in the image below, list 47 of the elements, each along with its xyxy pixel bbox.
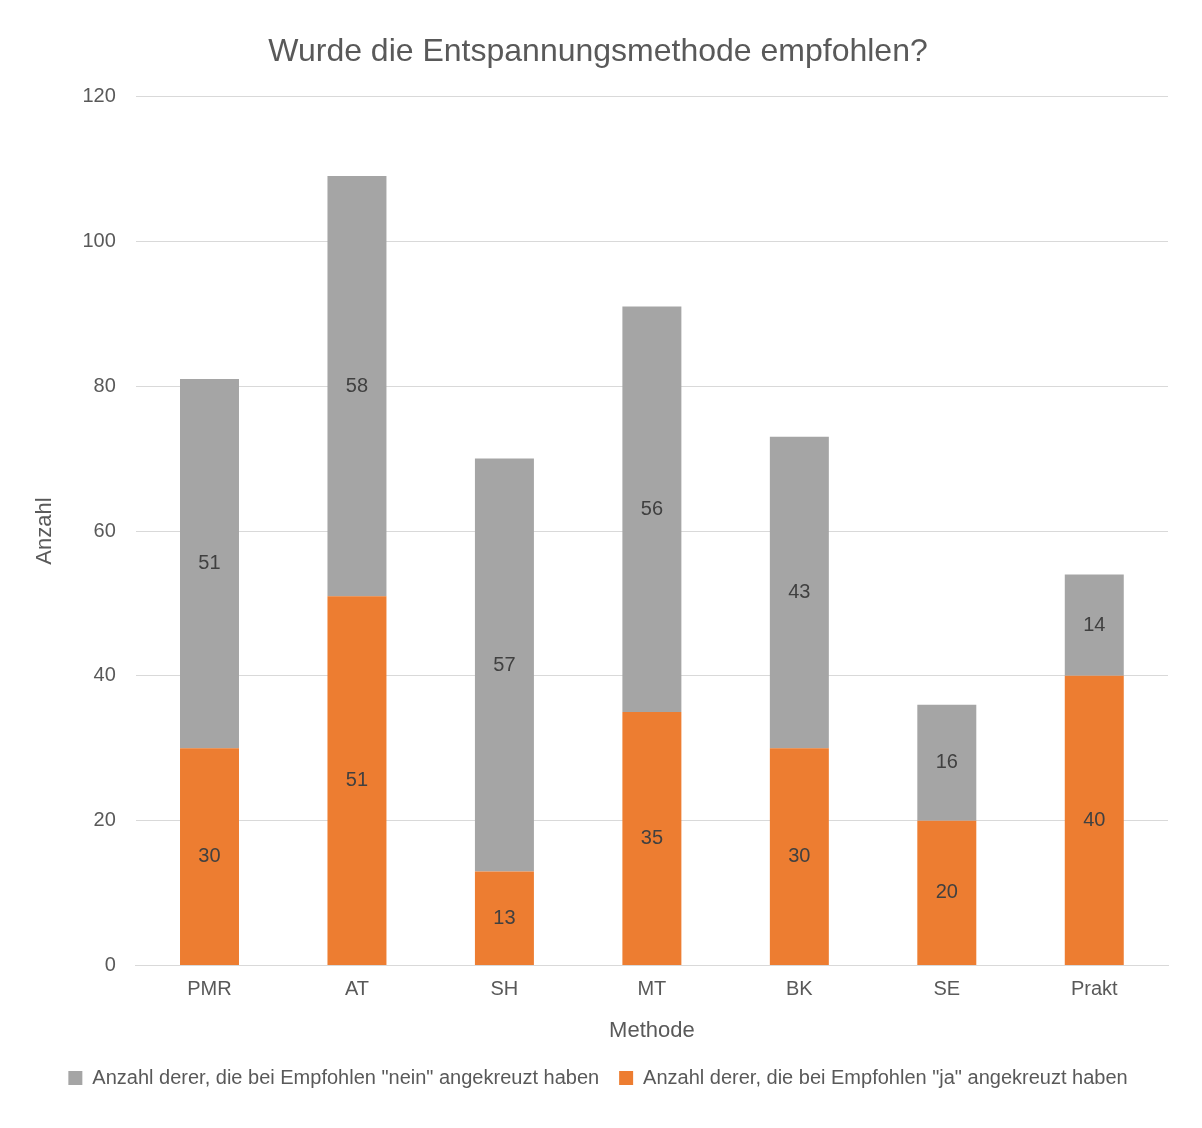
- bar: [1064, 675, 1124, 966]
- data-label: 43: [788, 580, 811, 603]
- y-tick-label: 100: [82, 228, 116, 251]
- x-tick-label: PMR: [187, 977, 232, 1000]
- bar: [474, 458, 534, 872]
- legend-label: Anzahl derer, die bei Empfohlen "ja" angekreuzt haben: [643, 1065, 1128, 1088]
- y-tick-label: 80: [93, 373, 116, 396]
- data-label: 58: [345, 373, 369, 396]
- data-label: 51: [198, 551, 221, 574]
- bar: [474, 871, 534, 966]
- bar: [769, 748, 829, 966]
- x-tick-label: BK: [786, 977, 814, 1000]
- y-axis-title: Anzahl: [31, 497, 57, 565]
- y-tick-label: 20: [93, 808, 116, 831]
- x-tick-label: SH: [490, 977, 519, 1000]
- data-label: 14: [1083, 612, 1106, 635]
- data-label: 57: [493, 652, 516, 675]
- bar: [180, 378, 239, 749]
- bar: [1064, 574, 1124, 676]
- bar: [327, 176, 387, 597]
- bar: [769, 436, 829, 749]
- x-tick-label: Prakt: [1070, 977, 1119, 1000]
- data-label: 20: [935, 880, 958, 903]
- bar: [180, 748, 239, 966]
- chart-title: Wurde die Entspannungsmethode empfohlen?: [268, 32, 928, 69]
- bar: [917, 704, 977, 821]
- data-label: 30: [788, 844, 811, 867]
- bar: [622, 306, 682, 713]
- data-label: 56: [640, 496, 664, 519]
- y-tick-label: 0: [104, 953, 116, 976]
- data-label: 16: [935, 750, 958, 773]
- y-tick-label: 40: [93, 663, 116, 686]
- x-tick-label: AT: [344, 977, 369, 1000]
- data-label: 35: [640, 826, 664, 849]
- x-axis-title: Methode: [609, 1016, 695, 1042]
- bar: [327, 596, 387, 966]
- data-label: 40: [1083, 808, 1106, 830]
- data-label: 51: [345, 768, 369, 791]
- y-tick-label: 60: [93, 518, 116, 541]
- x-tick-label: SE: [933, 977, 961, 1000]
- legend-label: Anzahl derer, die bei Empfohlen "nein" angekreuzt haben: [92, 1065, 600, 1088]
- data-label: 13: [493, 905, 516, 928]
- data-label: 30: [198, 844, 221, 867]
- bar: [917, 820, 977, 966]
- x-tick-label: MT: [637, 977, 667, 1000]
- bar: [622, 712, 682, 966]
- y-tick-label: 120: [82, 83, 116, 106]
